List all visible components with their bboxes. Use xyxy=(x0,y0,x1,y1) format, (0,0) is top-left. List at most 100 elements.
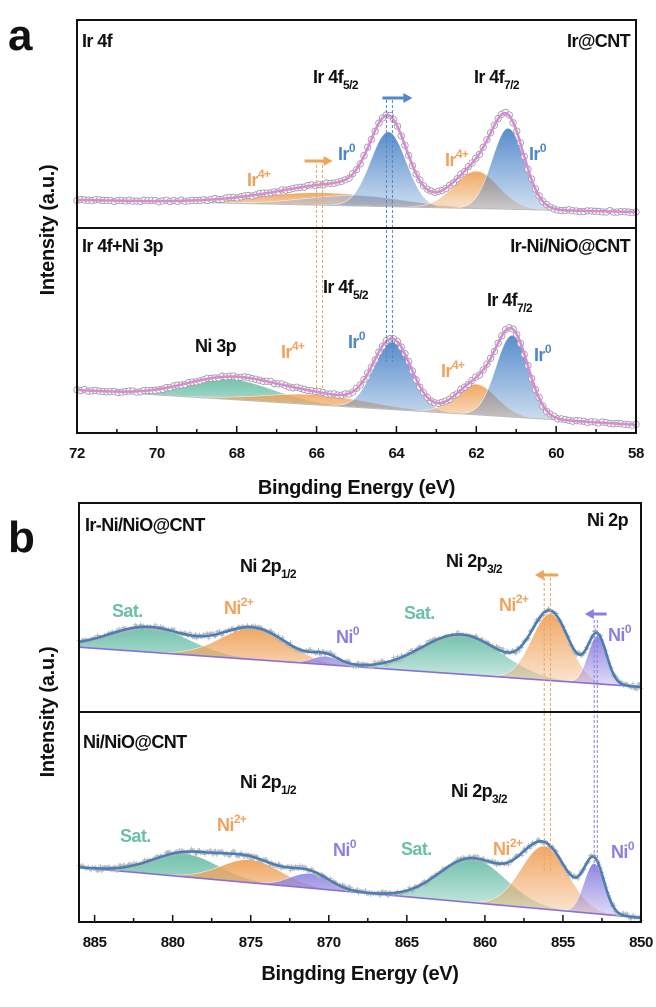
state-label-text: Ni xyxy=(333,840,350,860)
sample-label-text: Ir@CNT xyxy=(567,31,631,51)
peak-label: Sat. xyxy=(404,603,435,623)
state-label-superscript: 4+ xyxy=(292,339,305,353)
sample-label: Ir@CNT xyxy=(567,31,631,51)
state-label: Ni0 xyxy=(333,837,357,860)
state-label-text: Ni xyxy=(611,842,628,862)
sample-label: Ir-Ni/NiO@CNT xyxy=(85,515,205,535)
peak-label-text: Sat. xyxy=(120,826,151,846)
x-tick-label: 875 xyxy=(239,934,263,951)
orbital-label-text: Ir 4f xyxy=(323,277,355,297)
peak-label-text: Sat. xyxy=(401,839,432,859)
region-label-text: Ir 4f+Ni 3p xyxy=(82,236,164,256)
state-label: Ir0 xyxy=(529,141,547,164)
y-axis-title: Intensity (a.u.) xyxy=(37,647,59,778)
state-label-text: Ni xyxy=(493,839,510,859)
state-label-superscript: 0 xyxy=(540,141,547,155)
x-tick-label: 870 xyxy=(317,934,341,951)
peak-label: Ni 3p xyxy=(195,336,237,356)
orbital-label-text: Ni 2p xyxy=(451,781,493,801)
x-tick-label: 72 xyxy=(69,445,85,462)
state-label: Ni0 xyxy=(608,622,632,645)
fitted-envelope-line xyxy=(77,111,637,214)
peak-label-text: Sat. xyxy=(404,603,435,623)
state-label-text: Ni xyxy=(224,598,241,618)
region-label: Ir 4f+Ni 3p xyxy=(82,236,164,256)
state-label: Ir0 xyxy=(534,342,552,365)
region-label: Ni 2p xyxy=(587,510,629,530)
orbital-label-text: Ni 2p xyxy=(240,556,282,576)
state-label: Ir0 xyxy=(338,141,356,164)
x-tick-label: 880 xyxy=(161,934,185,951)
panel-letter: b xyxy=(8,513,35,562)
fitted-envelope-line xyxy=(78,840,642,920)
orbital-label: Ni 2p1/2 xyxy=(240,772,297,797)
x-tick-label: 64 xyxy=(388,445,405,462)
shift-arrow-head xyxy=(323,156,333,166)
x-tick-label: 860 xyxy=(473,934,497,951)
shift-arrow-head xyxy=(403,93,413,103)
sample-label-text: Ir-Ni/NiO@CNT xyxy=(510,236,630,256)
region-label-text: Ni 2p xyxy=(587,510,629,530)
orbital-label-subscript: 7/2 xyxy=(517,301,533,315)
fitted-envelope-line xyxy=(78,609,642,689)
orbital-label-text: Ir 4f xyxy=(474,67,506,87)
state-label-text: Ir xyxy=(529,144,540,164)
state-label-superscript: 2+ xyxy=(510,836,523,850)
state-label: Ir0 xyxy=(348,329,366,352)
state-label: Ir4+ xyxy=(281,339,305,362)
state-label-superscript: 4+ xyxy=(456,147,469,161)
x-tick-label: 70 xyxy=(149,445,165,462)
peak-label: Sat. xyxy=(112,601,143,621)
orbital-label-text: Ir 4f xyxy=(313,67,345,87)
orbital-label-subscript: 3/2 xyxy=(492,792,508,806)
orbital-label: Ni 2p3/2 xyxy=(446,551,503,576)
orbital-label-subscript: 3/2 xyxy=(487,562,503,576)
state-label: Ni0 xyxy=(611,839,635,862)
x-axis-title: Bingding Energy (eV) xyxy=(261,963,458,985)
region-label: Ir 4f xyxy=(82,31,114,51)
peak-label-text: Ni 3p xyxy=(195,336,237,356)
state-label-superscript: 0 xyxy=(628,839,635,853)
shift-arrow-head xyxy=(584,609,594,619)
orbital-label-subscript: 7/2 xyxy=(504,78,520,92)
orbital-label: Ir 4f7/2 xyxy=(487,290,533,315)
orbital-label: Ni 2p1/2 xyxy=(240,556,297,581)
orbital-label: Ni 2p3/2 xyxy=(451,781,508,806)
sample-label: Ni/NiO@CNT xyxy=(83,732,187,752)
state-label-superscript: 0 xyxy=(545,342,552,356)
x-tick-label: 66 xyxy=(309,445,325,462)
state-label-text: Ir xyxy=(247,170,258,190)
state-label: Ni2+ xyxy=(499,592,529,615)
state-label-superscript: 0 xyxy=(350,837,357,851)
state-label: Ir4+ xyxy=(445,147,469,170)
orbital-label-subscript: 1/2 xyxy=(281,567,297,581)
x-tick-label: 865 xyxy=(395,934,419,951)
orbital-label-subscript: 5/2 xyxy=(343,78,359,92)
state-label-text: Ir xyxy=(338,144,349,164)
orbital-label-subscript: 5/2 xyxy=(353,288,369,302)
state-label-text: Ir xyxy=(348,332,359,352)
state-label: Ni0 xyxy=(336,624,360,647)
panel-letter: a xyxy=(8,11,33,60)
state-label: Ir4+ xyxy=(247,167,271,190)
shift-arrow-head xyxy=(534,570,544,580)
sample-label: Ir-Ni/NiO@CNT xyxy=(510,236,630,256)
state-label-text: Ni xyxy=(499,595,516,615)
state-label-text: Ni xyxy=(336,627,353,647)
state-label-superscript: 2+ xyxy=(234,812,247,826)
state-label-text: Ni xyxy=(608,625,625,645)
state-label-superscript: 0 xyxy=(625,622,632,636)
orbital-label-subscript: 1/2 xyxy=(281,783,297,797)
state-label: Ni2+ xyxy=(217,812,247,835)
x-tick-label: 58 xyxy=(628,445,644,462)
region-label-text: Ir 4f xyxy=(82,31,114,51)
subplot-ir-ni-nio-cnt: Ir 4f+Ni 3p Ir-Ni/NiO@CNT Ir 4f5/2 Ir 4f7/2… xyxy=(73,236,640,429)
peak-label-text: Sat. xyxy=(112,601,143,621)
background-line xyxy=(76,389,637,426)
